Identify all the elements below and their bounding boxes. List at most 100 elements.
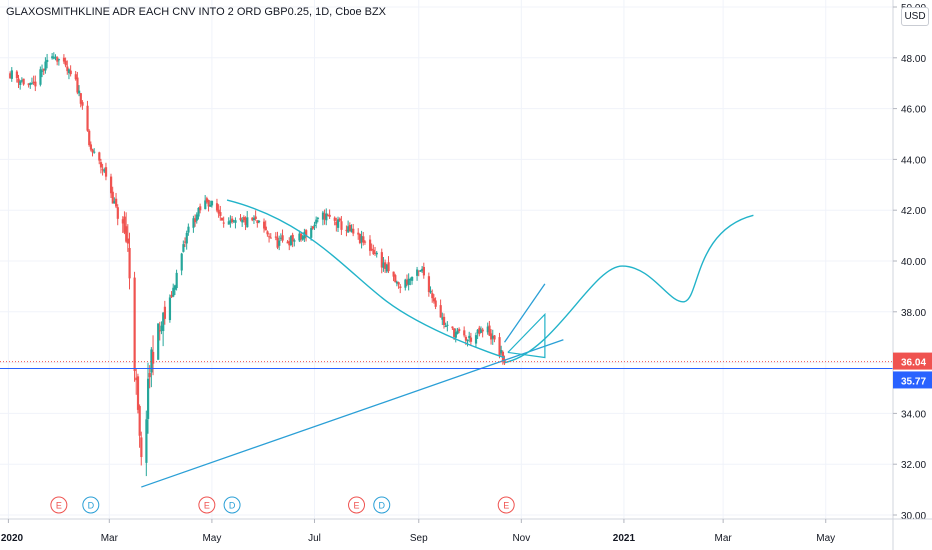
candle-down xyxy=(101,169,104,171)
candle-down xyxy=(244,217,247,225)
candle-down xyxy=(34,81,37,87)
candle-up xyxy=(479,329,483,333)
price-tick-label: 32.00 xyxy=(901,460,926,471)
candle-down xyxy=(254,216,257,220)
candle-up xyxy=(500,349,503,354)
earnings-marker[interactable] xyxy=(497,496,515,514)
candle-down xyxy=(76,77,79,93)
candle-down xyxy=(194,218,197,223)
candle-up xyxy=(411,276,414,281)
candle-down xyxy=(397,282,400,285)
time-scale[interactable]: 2020 Mar May Jul Sep Nov 2021 Mar May xyxy=(0,518,932,544)
price-scale[interactable]: 50.0048.0046.0044.0042.0040.0038.0036.00… xyxy=(892,0,932,550)
candle-up xyxy=(173,285,177,290)
candle-up xyxy=(44,61,47,71)
candle-up xyxy=(78,90,81,94)
candle-down xyxy=(458,329,461,332)
rising-trendline[interactable] xyxy=(141,339,564,488)
currency-button[interactable]: USD xyxy=(901,7,929,26)
candle-down xyxy=(291,234,294,242)
candle-up xyxy=(41,70,44,72)
candle-down xyxy=(27,83,30,86)
candle-up xyxy=(187,226,190,233)
candle-up xyxy=(252,217,256,221)
candle-down xyxy=(86,105,89,131)
dividend-marker[interactable] xyxy=(373,496,391,514)
candle-down xyxy=(405,279,409,285)
earnings-marker[interactable] xyxy=(50,496,68,514)
dividend-marker-label: D xyxy=(88,501,95,511)
candle-down xyxy=(163,306,167,319)
candle-down xyxy=(392,271,395,277)
candle-down xyxy=(135,377,138,381)
candle-down xyxy=(32,81,35,84)
earnings-marker[interactable] xyxy=(348,496,366,514)
candle-down xyxy=(464,336,468,341)
candle-down xyxy=(478,327,481,335)
candle-down xyxy=(394,275,397,283)
price-tick-label: 40.00 xyxy=(901,257,926,268)
drawing-tools-layer[interactable] xyxy=(141,199,754,488)
candle-down xyxy=(219,212,222,216)
candle-up xyxy=(234,220,237,223)
candle-up xyxy=(168,297,172,321)
dividend-marker[interactable] xyxy=(82,496,100,514)
candle-up xyxy=(113,201,116,204)
candle-down xyxy=(323,213,326,220)
candle-down xyxy=(121,219,124,224)
candle-down xyxy=(300,233,303,240)
price-tick-label: 46.00 xyxy=(901,105,926,116)
candle-up xyxy=(347,226,350,233)
time-tick-label: Mar xyxy=(101,533,119,544)
candle-up xyxy=(466,339,469,341)
earnings-marker-label: E xyxy=(56,501,62,511)
candle-up xyxy=(491,335,494,339)
channel-upper-line[interactable] xyxy=(503,283,546,343)
candle-down xyxy=(372,249,375,254)
candle-down xyxy=(115,198,118,207)
candle-down xyxy=(42,68,45,71)
dividend-marker[interactable] xyxy=(223,496,241,514)
candle-down xyxy=(91,149,94,153)
projection-triangle[interactable] xyxy=(507,312,546,359)
candle-down xyxy=(363,241,367,243)
time-tick-label: Jul xyxy=(308,533,321,544)
candle-up xyxy=(313,224,316,227)
candle-up xyxy=(446,324,449,326)
candle-up xyxy=(182,244,185,252)
candle-down xyxy=(15,71,19,79)
projection-curve[interactable] xyxy=(504,214,754,364)
candle-down xyxy=(439,305,442,318)
candle-down xyxy=(136,376,140,410)
earnings-marker[interactable] xyxy=(198,496,216,514)
dividend-marker-label: D xyxy=(379,501,386,511)
earnings-marker-label: E xyxy=(354,501,360,511)
candle-down xyxy=(62,57,66,62)
candle-up xyxy=(310,228,313,238)
candle-down xyxy=(199,206,202,211)
candle-down xyxy=(374,252,377,254)
candle-up xyxy=(227,221,230,225)
price-tick-label: 38.00 xyxy=(901,308,926,319)
candle-down xyxy=(422,266,425,276)
candle-down xyxy=(268,236,271,238)
candle-down xyxy=(88,130,91,146)
dividend-marker-label: D xyxy=(229,501,236,511)
candle-down xyxy=(126,238,130,244)
candle-up xyxy=(315,219,318,224)
candle-up xyxy=(416,269,419,276)
time-tick-label: Sep xyxy=(410,533,428,544)
time-tick-label: Mar xyxy=(715,533,733,544)
candle-up xyxy=(146,378,150,419)
candle-down xyxy=(207,200,210,207)
time-tick-label: May xyxy=(816,533,835,544)
candle-down xyxy=(251,217,254,221)
candle-down xyxy=(22,78,25,85)
candle-up xyxy=(301,236,304,240)
candle-down xyxy=(453,328,456,337)
arc-curve[interactable] xyxy=(226,199,505,359)
candle-up xyxy=(52,57,56,59)
candle-down xyxy=(69,70,72,75)
